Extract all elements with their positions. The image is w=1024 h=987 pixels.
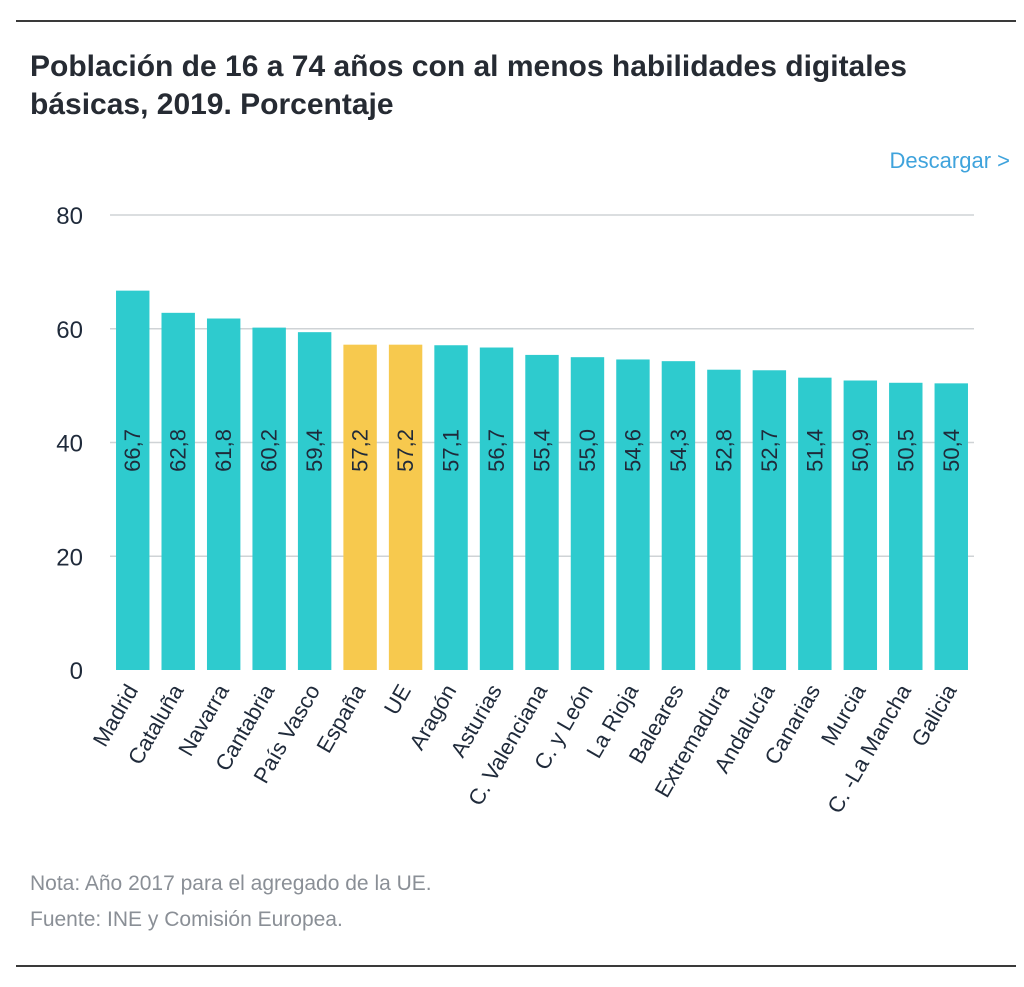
y-tick-label: 60 [56,317,83,344]
x-tick-label: UE [379,680,416,719]
bar [707,369,741,670]
bar-value-label: 54,3 [666,429,691,472]
bar [116,290,150,670]
bar [343,344,377,670]
bar-value-label: 56,7 [484,429,509,472]
bar [479,347,514,670]
bar [570,357,605,670]
y-tick-label: 80 [56,203,83,230]
bar-value-label: 50,5 [893,429,918,472]
bar [752,370,787,670]
bar-value-label: 55,0 [575,429,600,472]
bar [525,354,559,670]
bar-value-label: 51,4 [802,429,827,472]
bar-value-label: 66,7 [120,429,145,472]
bar [616,359,650,670]
bar [297,332,332,670]
chart-title: Población de 16 a 74 años con al menos h… [30,50,907,121]
download-link[interactable]: Descargar > [889,148,1010,173]
bar-value-label: 52,8 [711,429,736,472]
bar-value-label: 57,1 [439,429,464,472]
bar [843,380,878,670]
bar-value-label: 60,2 [257,429,282,472]
bar-chart: 02040608066,7Madrid62,8Cataluña61,8Navar… [56,203,974,817]
x-tick-label: Galicia [906,679,962,750]
bar [206,318,241,670]
bar-value-label: 55,4 [530,429,555,472]
y-tick-label: 0 [70,658,83,685]
bar-value-label: 52,7 [757,429,782,472]
bar-value-label: 57,2 [348,429,373,472]
bar-value-label: 50,9 [848,429,873,472]
bar [161,312,195,670]
bar [798,377,832,670]
y-tick-label: 40 [56,431,83,458]
bar-value-label: 54,6 [620,429,645,472]
bar [934,383,968,670]
bar-value-label: 61,8 [211,429,236,472]
bar [434,345,468,670]
bar-value-label: 62,8 [166,429,191,472]
note-text: Nota: Año 2017 para el agregado de la UE… [30,872,432,895]
bar [388,344,423,670]
bar [661,361,696,670]
chart-notes: Nota: Año 2017 para el agregado de la UE… [30,866,432,938]
bar [889,382,923,670]
y-tick-label: 20 [56,544,83,571]
top-divider [16,20,1016,22]
bottom-divider [16,965,1016,967]
bar-value-label: 57,2 [393,429,418,472]
source-text: Fuente: INE y Comisión Europea. [30,908,343,931]
bar [252,327,286,670]
bar-value-label: 50,4 [939,429,964,472]
bar-value-label: 59,4 [302,429,327,472]
